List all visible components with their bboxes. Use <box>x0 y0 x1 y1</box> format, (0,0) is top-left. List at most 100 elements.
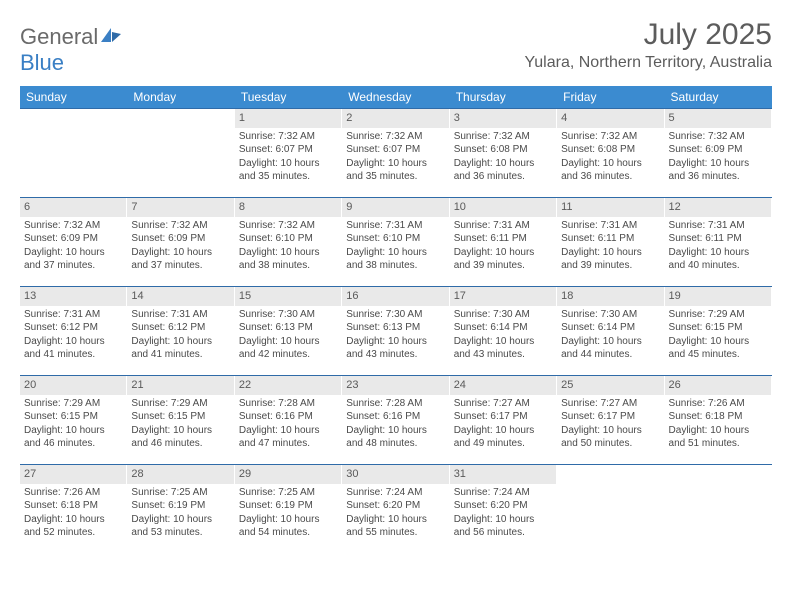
sunset-text: Sunset: 6:14 PM <box>454 321 552 335</box>
day-number: 1 <box>235 109 341 128</box>
sunrise-text: Sunrise: 7:24 AM <box>454 486 552 500</box>
daylight-text: Daylight: 10 hours and 54 minutes. <box>239 513 337 540</box>
day-number: 18 <box>557 287 663 306</box>
sunrise-text: Sunrise: 7:32 AM <box>561 130 659 144</box>
day-number: 31 <box>450 465 556 484</box>
day-cell: 4Sunrise: 7:32 AMSunset: 6:08 PMDaylight… <box>557 109 664 197</box>
day-number: 14 <box>127 287 233 306</box>
daylight-text: Daylight: 10 hours and 46 minutes. <box>131 424 229 451</box>
daylight-text: Daylight: 10 hours and 51 minutes. <box>669 424 767 451</box>
dow-wednesday: Wednesday <box>342 86 449 108</box>
sunset-text: Sunset: 6:08 PM <box>454 143 552 157</box>
daylight-text: Daylight: 10 hours and 38 minutes. <box>346 246 444 273</box>
sunset-text: Sunset: 6:11 PM <box>561 232 659 246</box>
sunrise-text: Sunrise: 7:28 AM <box>239 397 337 411</box>
sunrise-text: Sunrise: 7:32 AM <box>346 130 444 144</box>
sunset-text: Sunset: 6:10 PM <box>239 232 337 246</box>
day-body: Sunrise: 7:32 AMSunset: 6:07 PMDaylight:… <box>342 128 448 188</box>
sunset-text: Sunset: 6:19 PM <box>131 499 229 513</box>
sunset-text: Sunset: 6:13 PM <box>346 321 444 335</box>
day-body: Sunrise: 7:25 AMSunset: 6:19 PMDaylight:… <box>127 484 233 544</box>
sunrise-text: Sunrise: 7:27 AM <box>454 397 552 411</box>
day-number: 7 <box>127 198 233 217</box>
day-cell: 14Sunrise: 7:31 AMSunset: 6:12 PMDayligh… <box>127 287 234 375</box>
daylight-text: Daylight: 10 hours and 40 minutes. <box>669 246 767 273</box>
dow-saturday: Saturday <box>665 86 772 108</box>
day-cell: 20Sunrise: 7:29 AMSunset: 6:15 PMDayligh… <box>20 376 127 464</box>
sunrise-text: Sunrise: 7:31 AM <box>131 308 229 322</box>
day-body: Sunrise: 7:31 AMSunset: 6:12 PMDaylight:… <box>127 306 233 366</box>
day-body: Sunrise: 7:32 AMSunset: 6:07 PMDaylight:… <box>235 128 341 188</box>
logo-sail-icon <box>99 26 123 44</box>
day-cell <box>665 465 772 553</box>
sunset-text: Sunset: 6:18 PM <box>24 499 122 513</box>
location: Yulara, Northern Territory, Australia <box>524 54 772 72</box>
dow-sunday: Sunday <box>20 86 127 108</box>
sunrise-text: Sunrise: 7:30 AM <box>561 308 659 322</box>
day-number: 17 <box>450 287 556 306</box>
sunrise-text: Sunrise: 7:30 AM <box>346 308 444 322</box>
day-body: Sunrise: 7:28 AMSunset: 6:16 PMDaylight:… <box>235 395 341 455</box>
day-cell: 6Sunrise: 7:32 AMSunset: 6:09 PMDaylight… <box>20 198 127 286</box>
daylight-text: Daylight: 10 hours and 41 minutes. <box>131 335 229 362</box>
day-cell: 25Sunrise: 7:27 AMSunset: 6:17 PMDayligh… <box>557 376 664 464</box>
day-cell: 2Sunrise: 7:32 AMSunset: 6:07 PMDaylight… <box>342 109 449 197</box>
day-body: Sunrise: 7:25 AMSunset: 6:19 PMDaylight:… <box>235 484 341 544</box>
day-number: 9 <box>342 198 448 217</box>
sunrise-text: Sunrise: 7:28 AM <box>346 397 444 411</box>
day-body: Sunrise: 7:31 AMSunset: 6:11 PMDaylight:… <box>450 217 556 277</box>
day-number: 15 <box>235 287 341 306</box>
daylight-text: Daylight: 10 hours and 53 minutes. <box>131 513 229 540</box>
day-cell <box>20 109 127 197</box>
sunrise-text: Sunrise: 7:31 AM <box>454 219 552 233</box>
sunrise-text: Sunrise: 7:25 AM <box>239 486 337 500</box>
sunrise-text: Sunrise: 7:30 AM <box>239 308 337 322</box>
day-cell: 15Sunrise: 7:30 AMSunset: 6:13 PMDayligh… <box>235 287 342 375</box>
daylight-text: Daylight: 10 hours and 52 minutes. <box>24 513 122 540</box>
logo-text: General Blue <box>20 24 123 76</box>
sunrise-text: Sunrise: 7:31 AM <box>669 219 767 233</box>
day-cell: 30Sunrise: 7:24 AMSunset: 6:20 PMDayligh… <box>342 465 449 553</box>
daylight-text: Daylight: 10 hours and 50 minutes. <box>561 424 659 451</box>
day-of-week-header: Sunday Monday Tuesday Wednesday Thursday… <box>20 86 772 108</box>
daylight-text: Daylight: 10 hours and 41 minutes. <box>24 335 122 362</box>
sunrise-text: Sunrise: 7:29 AM <box>669 308 767 322</box>
day-cell: 16Sunrise: 7:30 AMSunset: 6:13 PMDayligh… <box>342 287 449 375</box>
daylight-text: Daylight: 10 hours and 48 minutes. <box>346 424 444 451</box>
dow-monday: Monday <box>127 86 234 108</box>
day-body: Sunrise: 7:27 AMSunset: 6:17 PMDaylight:… <box>450 395 556 455</box>
day-body: Sunrise: 7:31 AMSunset: 6:10 PMDaylight:… <box>342 217 448 277</box>
daylight-text: Daylight: 10 hours and 37 minutes. <box>131 246 229 273</box>
daylight-text: Daylight: 10 hours and 36 minutes. <box>669 157 767 184</box>
page-header: General Blue July 2025 Yulara, Northern … <box>20 18 772 76</box>
day-cell: 9Sunrise: 7:31 AMSunset: 6:10 PMDaylight… <box>342 198 449 286</box>
day-cell: 12Sunrise: 7:31 AMSunset: 6:11 PMDayligh… <box>665 198 772 286</box>
sunset-text: Sunset: 6:20 PM <box>346 499 444 513</box>
sunset-text: Sunset: 6:08 PM <box>561 143 659 157</box>
week-row: 13Sunrise: 7:31 AMSunset: 6:12 PMDayligh… <box>20 286 772 375</box>
daylight-text: Daylight: 10 hours and 37 minutes. <box>24 246 122 273</box>
day-body: Sunrise: 7:31 AMSunset: 6:11 PMDaylight:… <box>665 217 771 277</box>
day-number: 13 <box>20 287 126 306</box>
day-cell: 8Sunrise: 7:32 AMSunset: 6:10 PMDaylight… <box>235 198 342 286</box>
sunset-text: Sunset: 6:07 PM <box>239 143 337 157</box>
daylight-text: Daylight: 10 hours and 35 minutes. <box>346 157 444 184</box>
day-number: 26 <box>665 376 771 395</box>
sunrise-text: Sunrise: 7:30 AM <box>454 308 552 322</box>
day-body: Sunrise: 7:29 AMSunset: 6:15 PMDaylight:… <box>665 306 771 366</box>
sunset-text: Sunset: 6:16 PM <box>239 410 337 424</box>
sunrise-text: Sunrise: 7:32 AM <box>239 219 337 233</box>
sunset-text: Sunset: 6:20 PM <box>454 499 552 513</box>
day-number: 24 <box>450 376 556 395</box>
day-number: 8 <box>235 198 341 217</box>
sunrise-text: Sunrise: 7:26 AM <box>669 397 767 411</box>
day-body: Sunrise: 7:31 AMSunset: 6:11 PMDaylight:… <box>557 217 663 277</box>
calendar-grid: Sunday Monday Tuesday Wednesday Thursday… <box>20 86 772 553</box>
day-body: Sunrise: 7:32 AMSunset: 6:09 PMDaylight:… <box>127 217 233 277</box>
day-cell: 13Sunrise: 7:31 AMSunset: 6:12 PMDayligh… <box>20 287 127 375</box>
day-number: 29 <box>235 465 341 484</box>
dow-thursday: Thursday <box>450 86 557 108</box>
day-body: Sunrise: 7:29 AMSunset: 6:15 PMDaylight:… <box>20 395 126 455</box>
sunset-text: Sunset: 6:19 PM <box>239 499 337 513</box>
daylight-text: Daylight: 10 hours and 56 minutes. <box>454 513 552 540</box>
